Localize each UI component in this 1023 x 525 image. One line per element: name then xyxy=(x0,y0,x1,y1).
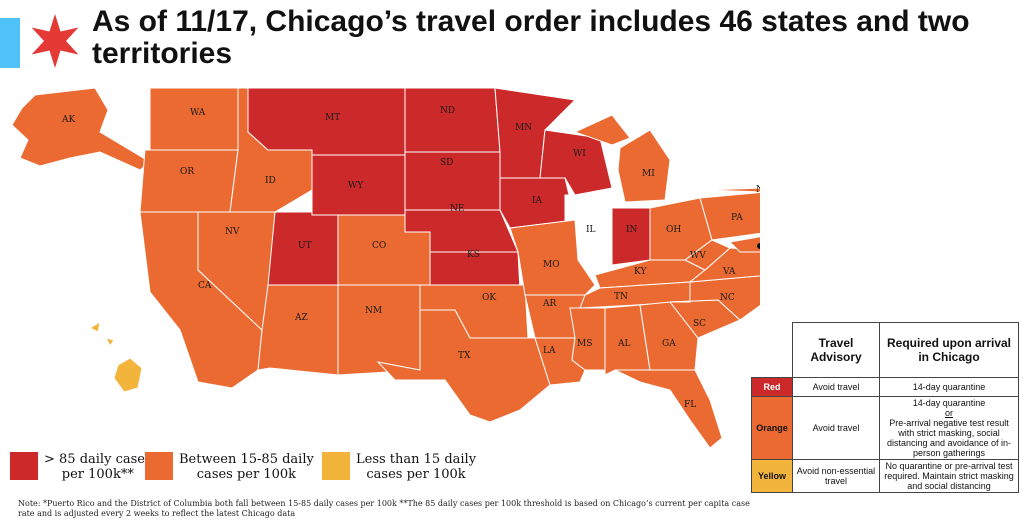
state-pa xyxy=(699,191,760,241)
table-header-row: Travel Advisory Required upon arrival in… xyxy=(752,322,1019,378)
table-row: Red Avoid travel 14-day quarantine xyxy=(751,377,1019,397)
header-required: Required upon arrival in Chicago xyxy=(879,322,1019,378)
advisory-cell: Avoid travel xyxy=(792,377,880,397)
label-ok: OK xyxy=(482,293,496,303)
advisory-cell: Avoid travel xyxy=(792,396,880,460)
state-wa xyxy=(149,87,249,151)
state-wv xyxy=(684,239,731,271)
label-pa: PA xyxy=(731,213,743,223)
state-hi xyxy=(88,320,143,393)
label-ut: UT xyxy=(298,241,312,251)
travel-advisory-table: Travel Advisory Required upon arrival in… xyxy=(751,322,1019,493)
label-ny: NY xyxy=(756,185,760,195)
required-or: or xyxy=(944,408,953,418)
label-mo: MO xyxy=(543,260,560,270)
legend-orange: Between 15-85 daily cases per 100k xyxy=(145,452,314,482)
label-sc: SC xyxy=(693,319,706,329)
row-label-red: Red xyxy=(751,377,793,397)
label-ks: KS xyxy=(467,250,480,260)
legend-swatch xyxy=(145,452,173,480)
label-mn: MN xyxy=(515,123,532,133)
state-nc xyxy=(669,275,760,321)
label-nm: NM xyxy=(365,306,382,316)
label-nv: NV xyxy=(225,227,240,237)
state-az xyxy=(257,284,339,376)
required-line-1: 14-day quarantine xyxy=(912,398,986,408)
label-or: OR xyxy=(180,167,194,177)
footnote: Note: *Puerto Rico and the District of C… xyxy=(18,499,750,518)
state-ny xyxy=(704,187,760,193)
table-row: Orange Avoid travel 14-day quarantine or… xyxy=(751,396,1019,460)
label-wa: WA xyxy=(190,108,206,118)
label-tx: TX xyxy=(458,351,471,361)
label-ms: MS xyxy=(577,339,592,349)
legend-label: > 85 daily cases per 100k** xyxy=(44,452,152,482)
label-wv: WV xyxy=(690,251,706,261)
legend-swatch xyxy=(322,452,350,480)
label-fl: FL xyxy=(684,400,696,410)
state-mo xyxy=(509,219,596,296)
legend-red: > 85 daily cases per 100k** xyxy=(10,452,152,482)
required-line-2: Pre-arrival negative test result with st… xyxy=(886,418,1012,458)
state-tx xyxy=(376,309,551,423)
label-ga: GA xyxy=(662,339,676,349)
legend-label: Less than 15 daily cases per 100k xyxy=(356,452,477,482)
label-tn: TN xyxy=(614,292,628,302)
state-ak xyxy=(11,87,151,171)
label-oh: OH xyxy=(666,225,681,235)
label-sd: SD xyxy=(440,158,453,168)
label-mt: MT xyxy=(325,113,340,123)
state-in xyxy=(611,207,651,266)
legend-swatch xyxy=(10,452,38,480)
row-label-orange: Orange xyxy=(751,396,793,460)
required-cell: 14-day quarantine or Pre-arrival negativ… xyxy=(879,396,1019,460)
label-la: LA xyxy=(543,346,556,356)
state-nd xyxy=(404,87,501,153)
label-mi: MI xyxy=(642,169,655,179)
state-md xyxy=(728,236,760,253)
label-ne: NE xyxy=(450,204,464,214)
table-row: Yellow Avoid non-essential travel No qua… xyxy=(751,459,1019,493)
label-nd: ND xyxy=(440,106,455,116)
label-va: VA xyxy=(722,267,736,277)
label-nc: NC xyxy=(720,293,735,303)
advisory-cell: Avoid non-essential travel xyxy=(792,459,880,493)
us-map: AK WA OR ID MT WY ND SD NE KS UT NV CA A… xyxy=(11,87,760,449)
label-co: CO xyxy=(372,241,386,251)
required-cell: No quarantine or pre-arrival test requir… xyxy=(879,459,1019,493)
header-travel-advisory: Travel Advisory xyxy=(792,322,880,378)
label-az: AZ xyxy=(294,313,308,323)
accent-bar xyxy=(0,18,20,68)
row-label-yellow: Yellow xyxy=(751,459,793,493)
label-il: IL xyxy=(586,225,596,235)
state-nm xyxy=(337,284,421,376)
label-wy: WY xyxy=(348,181,364,191)
empty-corner xyxy=(752,323,793,378)
legend-label: Between 15-85 daily cases per 100k xyxy=(179,452,314,482)
label-wi: WI xyxy=(573,149,586,159)
label-in: IN xyxy=(626,225,638,235)
state-or xyxy=(139,149,239,213)
label-ak: AK xyxy=(61,115,75,125)
label-ia: IA xyxy=(532,196,543,206)
label-al: AL xyxy=(617,339,630,349)
chicago-star-icon xyxy=(31,14,79,68)
state-mi xyxy=(573,114,671,203)
state-ga xyxy=(639,301,699,371)
label-ky: KY xyxy=(634,267,647,277)
required-cell: 14-day quarantine xyxy=(879,377,1019,397)
legend-yellow: Less than 15 daily cases per 100k xyxy=(322,452,476,482)
label-id: ID xyxy=(265,176,276,186)
page-title: As of 11/17, Chicago’s travel order incl… xyxy=(92,5,970,70)
label-ar: AR xyxy=(542,299,556,309)
label-ca: CA xyxy=(198,281,212,291)
state-fl xyxy=(614,369,723,449)
